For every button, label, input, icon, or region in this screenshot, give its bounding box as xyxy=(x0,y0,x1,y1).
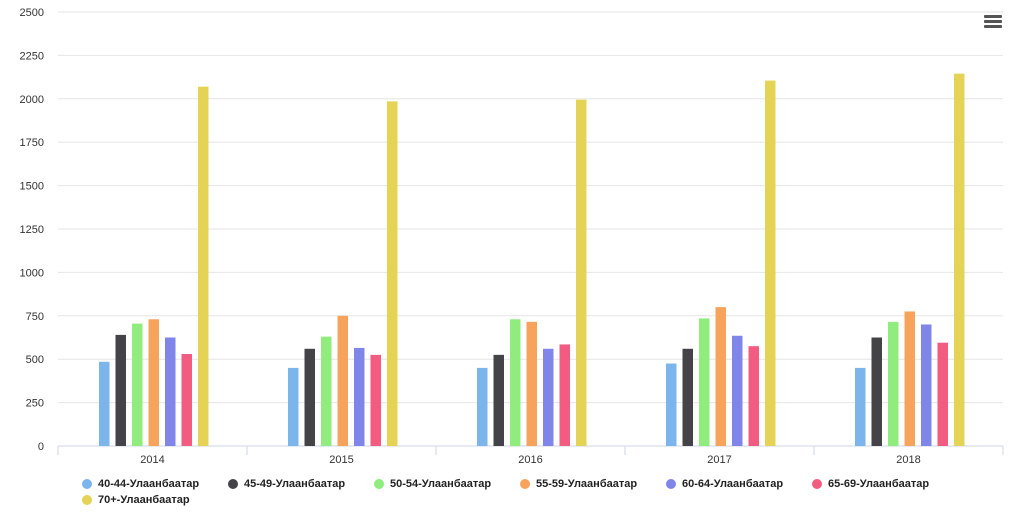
bar xyxy=(748,346,759,446)
y-tick-label: 2000 xyxy=(20,94,44,106)
legend-item[interactable]: 55-59-Улаанбаатар xyxy=(520,478,637,490)
y-tick-label: 250 xyxy=(26,398,44,410)
y-tick-label: 2250 xyxy=(20,50,44,62)
legend-marker-icon xyxy=(228,479,238,489)
y-tick-label: 2500 xyxy=(20,7,44,19)
y-tick-label: 1000 xyxy=(20,267,44,279)
legend-label: 40-44-Улаанбаатар xyxy=(98,478,200,490)
y-tick-label: 0 xyxy=(38,441,44,453)
bar xyxy=(888,321,899,446)
bar xyxy=(855,367,866,446)
bar xyxy=(354,347,365,446)
bar xyxy=(904,311,915,446)
legend-item[interactable]: 40-44-Улаанбаатар xyxy=(82,478,199,490)
legend-item[interactable]: 50-54-Улаанбаатар xyxy=(374,478,491,490)
x-tick-label: 2014 xyxy=(140,454,164,466)
legend-label: 55-59-Улаанбаатар xyxy=(536,478,638,490)
bar xyxy=(304,348,315,446)
bar xyxy=(699,318,710,446)
bar xyxy=(921,324,932,446)
bar xyxy=(715,307,726,446)
bar xyxy=(99,361,110,446)
legend-marker-icon xyxy=(812,479,822,489)
bar xyxy=(543,348,554,446)
legend-label: 50-54-Улаанбаатар xyxy=(390,478,492,490)
hamburger-menu-icon[interactable] xyxy=(984,15,1002,31)
bar xyxy=(559,344,570,446)
legend-marker-icon xyxy=(666,479,676,489)
bar xyxy=(526,321,537,446)
legend-label: 70+-Улаанбаатар xyxy=(98,494,190,506)
legend-label: 45-49-Улаанбаатар xyxy=(244,478,346,490)
legend-marker-icon xyxy=(520,479,530,489)
x-tick-label: 2016 xyxy=(518,454,542,466)
legend-item[interactable]: 45-49-Улаанбаатар xyxy=(228,478,345,490)
bar xyxy=(666,363,677,446)
bar xyxy=(510,319,521,446)
x-tick-label: 2017 xyxy=(707,454,731,466)
legend-item[interactable]: 65-69-Улаанбаатар xyxy=(812,478,929,490)
x-tick-label: 2018 xyxy=(896,454,920,466)
bar xyxy=(954,73,965,447)
legend-item[interactable]: 70+-Улаанбаатар xyxy=(82,494,190,506)
bar xyxy=(148,319,159,446)
bar xyxy=(321,336,332,446)
bar xyxy=(576,99,587,446)
y-tick-label: 1750 xyxy=(20,137,44,149)
y-tick-label: 500 xyxy=(26,354,44,366)
bar xyxy=(493,354,504,446)
bar xyxy=(165,337,176,446)
bar xyxy=(115,334,126,446)
bar xyxy=(682,348,693,446)
y-tick-label: 1250 xyxy=(20,224,44,236)
y-tick-label: 1500 xyxy=(20,181,44,193)
legend-marker-icon xyxy=(82,495,92,505)
legend-label: 65-69-Улаанбаатар xyxy=(828,478,930,490)
bar-chart: 0 250 500 750 1000 1250 1500 1750 2000 2250 2500 20… xyxy=(20,7,1004,466)
bar xyxy=(337,315,348,446)
bar xyxy=(181,353,192,446)
bar xyxy=(765,80,776,447)
legend-item[interactable]: 60-64-Улаанбаатар xyxy=(666,478,783,490)
bar xyxy=(477,367,488,446)
bar xyxy=(370,354,381,446)
bar xyxy=(288,367,299,446)
legend-marker-icon xyxy=(374,479,384,489)
y-tick-label: 750 xyxy=(26,311,44,323)
x-tick-label: 2015 xyxy=(329,454,353,466)
bar xyxy=(198,86,209,446)
legend-label: 60-64-Улаанбаатар xyxy=(682,478,784,490)
bar xyxy=(132,323,143,446)
bar xyxy=(937,342,948,446)
bar xyxy=(387,101,398,447)
legend-marker-icon xyxy=(82,479,92,489)
bar xyxy=(732,335,743,446)
bar xyxy=(871,337,882,446)
